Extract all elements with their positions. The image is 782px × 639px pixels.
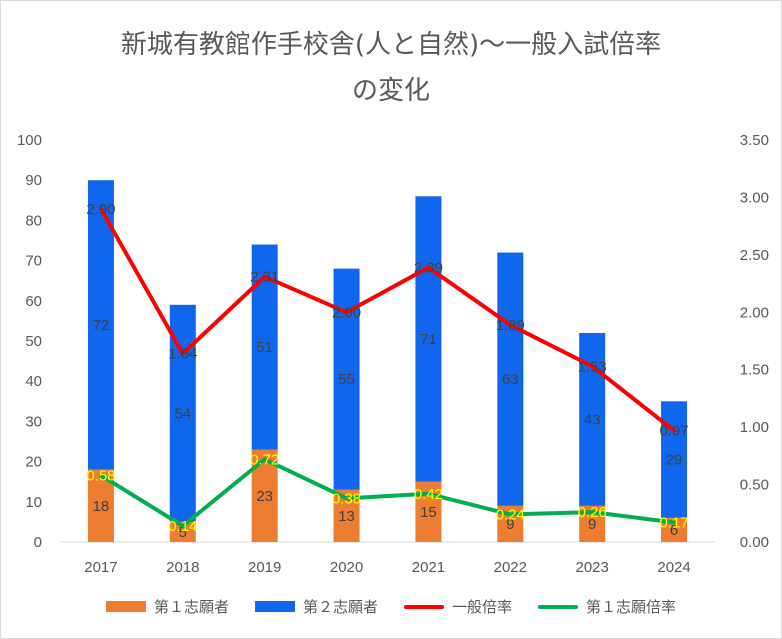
data-label-first-applicants: 18: [93, 498, 110, 515]
data-label-first-applicants: 13: [338, 508, 355, 525]
data-label-second-applicants: 51: [256, 339, 273, 356]
data-label-first-applicants: 9: [588, 516, 596, 533]
data-label-first-rate: 0.42: [414, 486, 443, 503]
x-tick-label: 2023: [576, 559, 609, 576]
chart-title-line2: の変化: [351, 76, 430, 106]
data-label-first-rate: 0.26: [578, 504, 607, 521]
legend-label-general-rate: 一般倍率: [452, 598, 513, 616]
legend-swatch-first-applicants: [105, 601, 146, 612]
legend-item-general-rate: 一般倍率: [404, 596, 512, 617]
y-right-tick-label: 2.00: [740, 304, 769, 321]
data-label-general-rate: 2.00: [332, 304, 361, 321]
y-right-tick-label: 1.00: [740, 419, 769, 436]
legend-item-first-rate: 第１志願倍率: [538, 596, 676, 617]
data-label-first-rate: 0.38: [332, 490, 361, 507]
x-tick-label: 2021: [412, 559, 445, 576]
x-tick-label: 2019: [248, 559, 281, 576]
x-tick-label: 2017: [84, 559, 117, 576]
bar-first-applicants: [169, 521, 196, 542]
data-label-first-rate: 0.14: [168, 518, 197, 535]
data-label-first-applicants: 6: [670, 522, 678, 539]
data-label-general-rate: 1.53: [578, 358, 607, 375]
legend-swatch-general-rate: [404, 604, 444, 609]
line-general-rate: [98, 206, 677, 433]
data-label-first-applicants: 23: [256, 488, 273, 505]
y-left-tick-label: 80: [25, 212, 42, 229]
y-right-tick-label: 3.00: [740, 189, 769, 206]
y-left-tick-label: 60: [25, 293, 42, 310]
bar-second-applicants: [87, 180, 114, 470]
line-first-rate: [98, 457, 677, 528]
bar-second-applicants: [497, 252, 524, 506]
bar-first-applicants: [415, 481, 442, 542]
data-label-first-rate: 0.24: [496, 506, 525, 523]
data-label-general-rate: 2.90: [86, 201, 115, 218]
chart-legend: 第１志願者 第２志願者 一般倍率 第１志願倍率: [0, 596, 782, 617]
data-label-second-applicants: 29: [666, 452, 683, 469]
y-left-tick-label: 10: [25, 494, 42, 511]
data-label-general-rate: 1.89: [496, 317, 525, 334]
data-label-general-rate: 1.64: [168, 346, 197, 363]
data-label-first-applicants: 9: [506, 516, 514, 533]
data-label-second-applicants: 43: [584, 411, 601, 428]
data-label-second-applicants: 63: [502, 371, 519, 388]
y-right-tick-label: 0.50: [740, 477, 769, 494]
data-label-first-rate: 0.72: [250, 451, 279, 468]
legend-label-first-rate: 第１志願倍率: [586, 598, 677, 616]
data-label-second-applicants: 55: [338, 371, 355, 388]
data-label-second-applicants: 72: [93, 317, 110, 334]
y-right-tick-label: 1.50: [740, 362, 769, 379]
y-left-tick-label: 90: [25, 172, 42, 189]
data-label-first-rate: 0.17: [659, 514, 688, 531]
data-label-second-applicants: 71: [420, 331, 437, 348]
legend-label-first-applicants: 第１志願者: [153, 598, 229, 616]
chart-plot: 0 10 20 30 40 50 60 70 80 90 100 0.00 0.50 1.00 1.50 2.…: [17, 132, 769, 576]
y-left-tick-label: 50: [25, 333, 42, 350]
y-right-tick-label: 0.00: [740, 534, 769, 551]
bar-second-applicants: [415, 196, 442, 482]
legend-item-second-applicants: 第２志願者: [254, 596, 378, 617]
y-right-tick-label: 3.50: [740, 132, 769, 149]
data-label-general-rate: 2.39: [414, 259, 443, 276]
bar-second-applicants: [661, 401, 688, 518]
y-left-tick-label: 100: [17, 132, 42, 149]
data-label-first-applicants: 5: [179, 524, 187, 541]
data-label-first-applicants: 15: [420, 504, 437, 521]
data-label-general-rate: 2.31: [250, 269, 279, 286]
y-left-tick-label: 70: [25, 253, 42, 270]
x-tick-label: 2018: [166, 559, 199, 576]
legend-label-second-applicants: 第２志願者: [302, 598, 378, 616]
data-label-general-rate: 0.97: [659, 423, 688, 440]
data-label-first-rate: 0.58: [86, 467, 115, 484]
y-left-tick-label: 0: [34, 534, 42, 551]
legend-swatch-second-applicants: [254, 601, 295, 612]
y-right-tick-label: 2.50: [740, 247, 769, 264]
data-label-second-applicants: 54: [174, 405, 191, 422]
y-left-tick-label: 40: [25, 373, 42, 390]
y-left-tick-label: 20: [25, 454, 42, 471]
y-left-tick-label: 30: [25, 413, 42, 430]
legend-swatch-first-rate: [538, 604, 579, 609]
legend-item-first-applicants: 第１志願者: [105, 596, 229, 617]
x-tick-label: 2022: [494, 559, 527, 576]
x-tick-label: 2020: [330, 559, 363, 576]
chart-title: 新城有教館作手校舎(人と自然)～一般入試倍率: [120, 30, 662, 60]
x-tick-label: 2024: [657, 559, 690, 576]
